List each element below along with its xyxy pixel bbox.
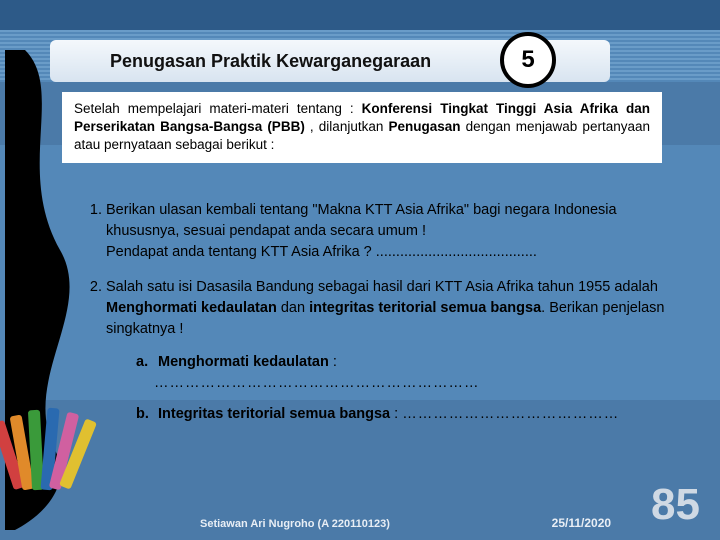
q1-line1: Berikan ulasan kembali tentang "Makna KT… xyxy=(106,202,617,239)
intro-mid: , dilanjutkan xyxy=(305,119,389,134)
sub-answers: a. Menghormati kedaulatan : ………………………………… xyxy=(106,352,680,425)
sub-a-label: Menghormati kedaulatan xyxy=(158,354,329,370)
q2-mid: dan xyxy=(277,300,309,316)
sub-b-dots: …………………………………… xyxy=(402,406,619,422)
q2-pre: Salah satu isi Dasasila Bandung sebagai … xyxy=(106,279,658,295)
badge-number: 5 xyxy=(500,32,556,88)
q2-bold2: integritas teritorial semua bangsa xyxy=(309,300,541,316)
question-2: Salah satu isi Dasasila Bandung sebagai … xyxy=(106,277,680,425)
footer: Setiawan Ari Nugroho (A 220110123) 25/11… xyxy=(0,480,720,534)
badge-number-text: 5 xyxy=(521,46,534,74)
sub-b-label: Integritas teritorial semua bangsa xyxy=(158,406,390,422)
intro-box: Setelah mempelajari materi-materi tentan… xyxy=(62,92,662,163)
sub-b-letter: b. xyxy=(136,404,154,425)
q2-bold: Menghormati kedaulatan xyxy=(106,300,277,316)
footer-date: 25/11/2020 xyxy=(552,516,611,530)
content-area: Berikan ulasan kembali tentang "Makna KT… xyxy=(80,200,680,439)
sub-a-letter: a. xyxy=(136,352,154,373)
footer-author: Setiawan Ari Nugroho (A 220110123) xyxy=(200,518,552,530)
page-title: Penugasan Praktik Kewarganegaraan xyxy=(110,51,431,72)
sub-a: a. Menghormati kedaulatan : ………………………………… xyxy=(136,352,680,394)
footer-page: 85 xyxy=(651,480,700,530)
sub-a-dots: ……………………………………………………… xyxy=(136,375,480,391)
intro-pre: Setelah mempelajari materi-materi tentan… xyxy=(74,101,362,116)
q1-line2: Pendapat anda tentang KTT Asia Afrika ? … xyxy=(106,244,537,260)
intro-bold2: Penugasan xyxy=(388,119,460,134)
question-1: Berikan ulasan kembali tentang "Makna KT… xyxy=(106,200,680,263)
sub-b: b. Integritas teritorial semua bangsa : … xyxy=(136,404,680,425)
